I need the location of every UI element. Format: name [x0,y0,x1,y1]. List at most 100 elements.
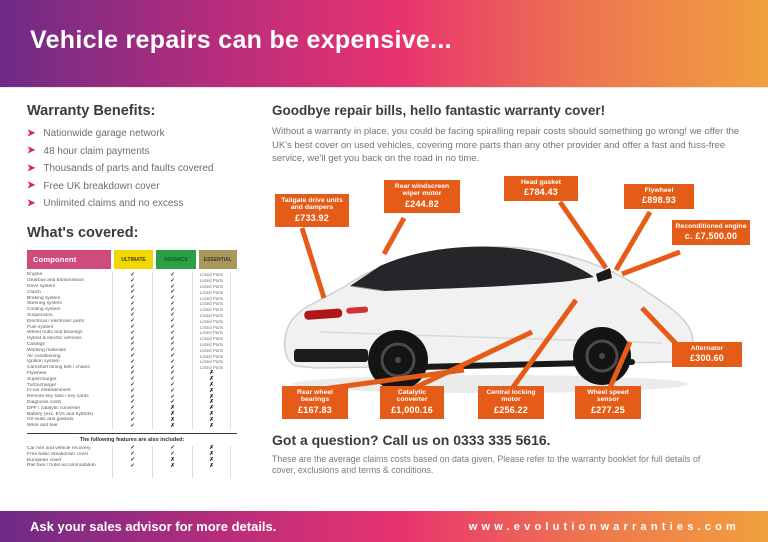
table-row: Gearbox and transmission ✓ ✓ Listed Parts [27,278,237,284]
component-name: Air conditioning [27,353,61,359]
extra-features-body: Car hire and vehicle recovery ✓ ✓ ✗ Free bas… [27,445,237,478]
check-icon: ✓ [112,388,152,394]
table-row: DPF / catalytic converter ✓ ✗ ✗ [27,405,237,411]
component-name: Remote key fobs / key cards [27,394,89,400]
listed-parts-label: Listed Parts [192,347,231,354]
callout-label: Rear windscreen wiper motor [394,182,450,198]
component-name: Braking system [27,295,61,301]
callout-label: Head gasket [520,178,562,186]
check-icon: ✓ [112,353,152,359]
listed-parts-label: Listed Parts [192,364,231,371]
check-icon: ✓ [112,382,152,388]
component-name: Fuel system [27,324,54,330]
check-icon: ✓ [152,284,192,290]
check-icon: ✓ [112,347,152,353]
coverage-table-header: Component ULTIMATE ADVANCE ESSENTIAL [27,250,237,269]
component-name: Engine [27,272,43,278]
check-icon: ✓ [112,451,152,457]
callout-price: £300.60 [690,353,724,364]
page-title: Vehicle repairs can be expensive... [30,26,452,54]
check-icon: ✓ [112,394,152,400]
cross-icon: ✗ [152,463,192,469]
check-icon: ✓ [152,399,192,405]
column-header-ultimate: ULTIMATE [113,250,154,269]
table-row: Cooling system ✓ ✓ Listed Parts [27,307,237,313]
check-icon: ✓ [152,312,192,318]
check-icon: ✓ [152,445,192,451]
car-rear-wheel [368,329,428,390]
callout-price: £1,000.16 [391,404,433,415]
component-name: Rail fare / hotel accommodation [27,463,96,469]
chevron-right-icon: ➤ [27,162,36,174]
cross-icon: ✗ [152,411,192,417]
table-row: Engine ✓ ✓ Listed Parts [27,272,237,278]
listed-parts-label: Listed Parts [192,277,231,284]
check-icon: ✓ [112,365,152,371]
component-name: European cover [27,457,62,463]
check-icon: ✓ [152,353,192,359]
component-name: Ignition system [27,359,60,365]
check-icon: ✓ [112,370,152,376]
check-icon: ✓ [112,399,152,405]
right-column: Goodbye repair bills, hello fantastic wa… [246,88,768,511]
table-row: Electrical / electronic parts ✓ ✓ Listed Pa… [27,318,237,324]
car-illustration [283,245,694,393]
check-icon: ✓ [152,370,192,376]
table-row: Rail fare / hotel accommodation ✓ ✗ ✗ [27,463,237,469]
component-name: Clutch [27,289,41,295]
intro-body: Without a warranty in place, you could b… [272,126,740,164]
table-row: Drive system ✓ ✓ Listed Parts [27,284,237,290]
table-row: Braking system ✓ ✓ Listed Parts [27,295,237,301]
check-icon: ✓ [112,307,152,313]
table-row: Diagnosis costs ✓ ✓ ✗ [27,399,237,405]
cross-icon: ✗ [192,451,231,457]
check-icon: ✓ [152,330,192,336]
table-row: Steering system ✓ ✓ Listed Parts [27,301,237,307]
benefits-list: ➤ Nationwide garage network ➤ 48 hour claim… [27,128,246,209]
table-row: Air conditioning ✓ ✓ Listed Parts [27,353,237,359]
check-icon: ✓ [152,324,192,330]
cross-icon: ✗ [192,388,231,394]
listed-parts-label [152,468,192,478]
callout-alternator: Alternator £300.60 [672,341,742,368]
column-header-advance: ADVANCE [156,250,196,269]
component-name: Car hire and vehicle recovery [27,445,91,451]
component-name: Gearbox and transmission [27,278,85,284]
check-icon: ✓ [152,289,192,295]
check-icon: ✓ [152,318,192,324]
callout-catalytic: Catalytic converter £1,000.16 [380,385,444,419]
component-name: Flywheel [27,370,47,376]
component-name: Wheel hubs and bearings [27,330,83,336]
cross-icon: ✗ [192,445,231,451]
table-row: Wheel hubs and bearings ✓ ✓ Listed Parts [27,330,237,336]
check-icon: ✓ [112,405,152,411]
check-icon: ✓ [152,295,192,301]
table-row: Working materials ✓ ✓ Listed Parts [27,347,237,353]
listed-parts-label: Listed Parts [192,300,231,307]
check-icon: ✓ [112,324,152,330]
top-banner: Vehicle repairs can be expensive... [0,0,768,88]
check-icon: ✓ [112,457,152,463]
table-row: Flywheel ✓ ✓ ✗ [27,370,237,376]
benefit-item: ➤ Unlimited claims and no excess [27,198,246,209]
benefit-label: Thousands of parts and faults covered [43,163,214,174]
column-header-essential: ESSENTIAL [198,250,237,269]
question-heading: Got a question? Call us on 0333 335 5616… [272,431,551,448]
table-row: Hybrid & electric vehicles ✓ ✓ Listed Parts [27,336,237,342]
cross-icon: ✗ [192,463,231,469]
check-icon: ✓ [112,463,152,469]
chevron-right-icon: ➤ [27,180,36,191]
extra-features-title: The following features are also included… [79,436,185,443]
check-icon: ✓ [152,272,192,278]
check-icon: ✓ [152,394,192,400]
table-row: Turbocharger ✓ ✓ ✗ [27,382,237,388]
check-icon: ✓ [152,347,192,353]
listed-parts-label: Listed Parts [192,289,231,296]
benefit-label: Nationwide garage network [43,128,165,139]
check-icon: ✓ [112,312,152,318]
callout-wheel-speed: Wheel speed sensor £277.25 [575,385,641,419]
check-icon: ✓ [152,388,192,394]
listed-parts-label: Listed Parts [192,306,231,313]
cross-icon: ✗ [192,405,231,411]
component-name: Hybrid & electric vehicles [27,336,82,342]
